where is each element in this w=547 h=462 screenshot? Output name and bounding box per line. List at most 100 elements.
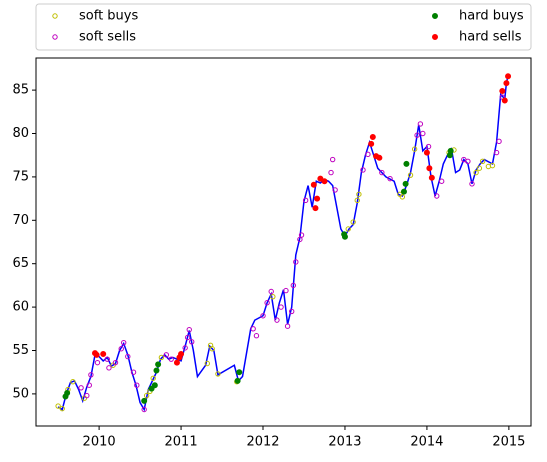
signal-point xyxy=(400,188,407,195)
y-tick-label: 55 xyxy=(12,343,29,358)
signal-point xyxy=(253,333,260,339)
signal-point xyxy=(186,326,192,333)
x-tick-label: 2013 xyxy=(328,435,361,450)
signal-point xyxy=(168,356,174,362)
signal-point xyxy=(438,178,445,184)
signal-point xyxy=(141,406,147,413)
signal-point xyxy=(182,345,188,351)
signal-point xyxy=(173,359,180,366)
signal-point xyxy=(236,369,243,376)
signal-point xyxy=(112,359,119,366)
legend-marker xyxy=(432,13,438,19)
signal-point xyxy=(151,382,158,389)
y-tick-label: 50 xyxy=(12,386,29,401)
signal-point xyxy=(428,174,435,181)
signal-point xyxy=(284,323,291,329)
signal-point xyxy=(447,147,454,154)
signal-point xyxy=(88,372,94,378)
signal-point xyxy=(476,165,483,171)
x-tick-label: 2015 xyxy=(492,435,525,450)
signal-point xyxy=(434,193,440,199)
x-tick-label: 2012 xyxy=(246,435,279,450)
legend-label: soft sells xyxy=(79,30,136,45)
signal-point xyxy=(106,365,112,371)
signal-point xyxy=(368,140,375,147)
signal-point xyxy=(417,121,424,127)
signal-point xyxy=(493,149,500,156)
signal-point xyxy=(317,175,324,182)
signal-point xyxy=(78,385,84,391)
signal-point xyxy=(505,73,512,80)
signal-point xyxy=(155,361,162,368)
signal-point xyxy=(420,130,426,137)
signal-point xyxy=(312,205,319,212)
y-tick-label: 60 xyxy=(12,300,29,315)
plot-frame xyxy=(35,57,532,427)
signal-point xyxy=(250,326,256,332)
x-tick-label: 2014 xyxy=(410,435,443,450)
signal-point xyxy=(148,385,155,392)
signal-point xyxy=(270,293,276,300)
signal-point xyxy=(314,195,321,202)
signal-point xyxy=(215,371,221,377)
signal-point xyxy=(93,351,100,358)
signal-point xyxy=(321,178,328,185)
signal-point xyxy=(302,197,309,204)
signal-point xyxy=(293,259,299,265)
legend-label: hard sells xyxy=(459,30,522,45)
signal-point xyxy=(184,334,191,341)
signal-point xyxy=(125,353,131,360)
signal-point xyxy=(469,181,475,187)
signal-point xyxy=(290,282,297,289)
signal-point xyxy=(310,181,317,188)
signal-point xyxy=(426,165,433,172)
signal-point xyxy=(118,346,124,352)
signal-point xyxy=(178,350,185,357)
signal-point xyxy=(143,392,150,399)
signal-point xyxy=(278,304,284,310)
signal-point xyxy=(356,191,362,197)
signal-point xyxy=(489,162,496,169)
signal-point xyxy=(365,151,371,158)
signal-point xyxy=(283,287,289,294)
signal-point xyxy=(411,146,418,152)
signal-point xyxy=(264,300,270,306)
signal-point xyxy=(86,382,92,388)
signal-point xyxy=(341,233,348,240)
signal-point xyxy=(354,197,360,204)
x-tick-label: 2010 xyxy=(83,435,116,450)
signal-point xyxy=(158,354,165,361)
signal-point xyxy=(141,397,148,404)
price-line xyxy=(57,75,509,412)
signal-point xyxy=(189,339,195,345)
y-tick-label: 75 xyxy=(12,169,29,184)
signal-point xyxy=(328,169,334,176)
signal-point xyxy=(399,194,406,200)
legend-marker xyxy=(52,34,58,40)
y-tick-label: 80 xyxy=(12,126,29,141)
signal-point xyxy=(120,339,127,346)
signal-point xyxy=(94,359,101,366)
signal-point xyxy=(360,167,366,173)
signal-point xyxy=(204,360,210,367)
signal-point xyxy=(332,187,338,193)
signal-point xyxy=(369,133,376,140)
signal-point xyxy=(134,382,140,388)
signal-point xyxy=(376,154,383,161)
legend-label: hard buys xyxy=(459,9,524,24)
signal-point xyxy=(379,169,385,176)
signal-point xyxy=(104,356,110,362)
signal-point xyxy=(403,160,410,167)
signal-point xyxy=(329,156,336,163)
signal-point xyxy=(268,288,274,295)
signal-point xyxy=(387,175,393,182)
signal-point xyxy=(414,132,420,138)
signal-point xyxy=(503,80,510,87)
legend-marker xyxy=(432,34,438,40)
signal-point xyxy=(100,350,107,357)
signal-point xyxy=(64,390,71,397)
signal-point xyxy=(345,226,351,232)
signal-point xyxy=(407,172,414,178)
signal-point xyxy=(209,346,215,352)
